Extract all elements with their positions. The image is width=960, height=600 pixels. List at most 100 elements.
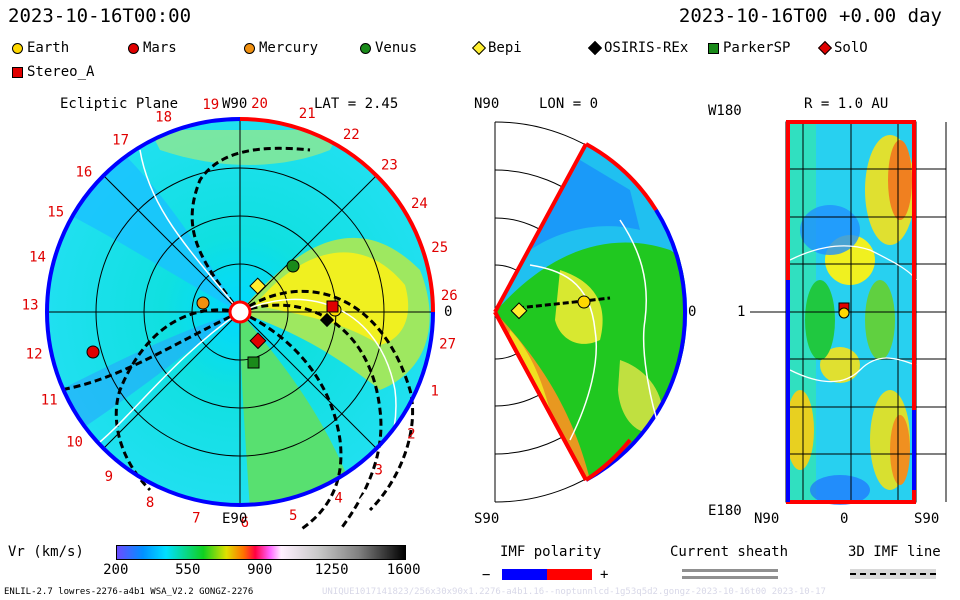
sphere-bottom-label: E180: [708, 503, 742, 519]
ring-number: 7: [192, 510, 200, 526]
footer-left: ENLIL-2.7 lowres-2276-a4b1 WSA_V2.2 GONG…: [4, 587, 254, 597]
solo-marker: [249, 332, 267, 350]
mercury-marker: [196, 296, 210, 310]
sphere-top-label: W180: [708, 103, 742, 119]
ring-number: 12: [26, 346, 43, 362]
ecliptic-top-label: W90: [222, 96, 248, 112]
meridional-bottom-label: S90: [474, 511, 500, 527]
legend-item-earth: Earth: [12, 40, 69, 56]
footer-right: UNIQUE1017141823/256x30x90x1.2276-a4b1.1…: [322, 587, 826, 597]
bepi-marker: [249, 277, 267, 295]
colorbar-tick: 1600: [386, 562, 421, 578]
ring-number: 6: [241, 515, 249, 530]
sheath-line-1: [682, 569, 778, 572]
legend-item-venus: Venus: [360, 40, 417, 56]
bepi-meridional-marker: [510, 302, 528, 320]
earth-meridional-marker: [577, 295, 591, 309]
imf3d-title: 3D IMF line: [848, 544, 941, 560]
earth-sphere-marker: [838, 307, 850, 319]
legend-item-stereo-a: Stereo_A: [12, 64, 94, 80]
imf-minus: −: [482, 567, 491, 583]
ring-number: 10: [66, 434, 83, 450]
legend-label: Mars: [143, 40, 177, 56]
meridional-lon-label: LON = 0: [539, 96, 599, 112]
ring-number: 24: [411, 196, 428, 212]
imf3d-dash: [850, 573, 936, 575]
ring-number: 9: [105, 469, 113, 485]
meridional-panel: [493, 121, 688, 503]
legend-marker: [471, 40, 487, 56]
legend-marker: [708, 42, 719, 54]
sheath-line-2: [682, 576, 778, 579]
legend-item-bepi: Bepi: [471, 40, 522, 56]
legend-marker: [128, 42, 139, 54]
sun-marker: [228, 300, 252, 324]
legend-marker: [587, 40, 603, 56]
imf-pos-swatch: [547, 569, 592, 580]
legend-item-mercury: Mercury: [244, 40, 318, 56]
ring-number: 27: [439, 337, 456, 353]
meridional-top-label: N90: [474, 96, 500, 112]
ring-number: 16: [75, 165, 92, 181]
ring-number: 23: [381, 157, 398, 173]
legend-marker: [360, 42, 371, 54]
legend-item-parkersp: ParkerSP: [708, 40, 790, 56]
ring-number: 11: [41, 393, 58, 409]
ring-number: 5: [289, 508, 297, 524]
ring-number: 21: [299, 106, 316, 122]
legend-label: Mercury: [259, 40, 319, 56]
ring-number: 25: [431, 240, 448, 256]
sphere-panel: [750, 120, 947, 505]
ring-number: 1: [430, 384, 438, 400]
colorbar-tick: 200: [103, 562, 129, 578]
venus-marker: [286, 259, 300, 273]
ring-number: 8: [146, 495, 154, 511]
meridional-right-label: 0: [688, 304, 697, 320]
legend-item-solo: SolO: [817, 40, 868, 56]
ring-number: 19: [202, 97, 219, 113]
colorbar-tick: 1250: [314, 562, 349, 578]
sphere-r-label: R = 1.0 AU: [804, 96, 889, 112]
colorbar-tick: 550: [175, 562, 201, 578]
colorbar: [116, 545, 406, 560]
ecliptic-lat-label: LAT = 2.45: [314, 96, 399, 112]
stereo-a-marker: [326, 300, 339, 313]
legend-label: Earth: [27, 40, 70, 56]
sphere-x-mid: 0: [840, 511, 849, 527]
ecliptic-title: Ecliptic Plane: [60, 96, 179, 112]
imf-title: IMF polarity: [500, 544, 602, 560]
ring-number: 4: [334, 490, 342, 506]
ring-number: 15: [47, 204, 64, 220]
imf-plus: +: [600, 567, 609, 583]
legend-label: OSIRIS-REx: [604, 40, 689, 56]
date-left: 2023-10-16T00:00: [8, 5, 192, 27]
ring-number: 14: [29, 250, 46, 266]
legend-label: Bepi: [488, 40, 522, 56]
ring-number: 22: [343, 127, 360, 143]
sphere-x-right: S90: [914, 511, 940, 527]
sphere-x-left: N90: [754, 511, 780, 527]
ring-number: 3: [374, 463, 382, 479]
parkersp-marker: [247, 356, 260, 369]
ring-number: 20: [251, 96, 268, 112]
legend-marker: [12, 42, 23, 54]
colorbar-label: Vr (km/s): [8, 544, 84, 560]
legend-marker: [12, 66, 23, 78]
ring-numbers: 19 20212223242526271234567891011121314151…: [22, 96, 458, 530]
ecliptic-panel: 19 20212223242526271234567891011121314151…: [22, 96, 458, 530]
legend-label: ParkerSP: [723, 40, 791, 56]
legend-item-mars: Mars: [128, 40, 177, 56]
legend-marker: [817, 40, 833, 56]
ring-number: 2: [407, 426, 415, 442]
ring-number: 18: [155, 109, 172, 125]
ecliptic-bottom-label: E90: [222, 511, 248, 527]
legend-marker: [244, 42, 255, 54]
legend-label: SolO: [834, 40, 868, 56]
imf-neg-swatch: [502, 569, 547, 580]
ring-number: 17: [112, 132, 129, 148]
sphere-left-value: 1: [737, 304, 746, 320]
date-right: 2023-10-16T00 +0.00 day: [678, 5, 942, 27]
mars-marker: [86, 345, 100, 359]
colorbar-tick: 900: [247, 562, 273, 578]
legend-item-osiris-rex: OSIRIS-REx: [587, 40, 689, 56]
